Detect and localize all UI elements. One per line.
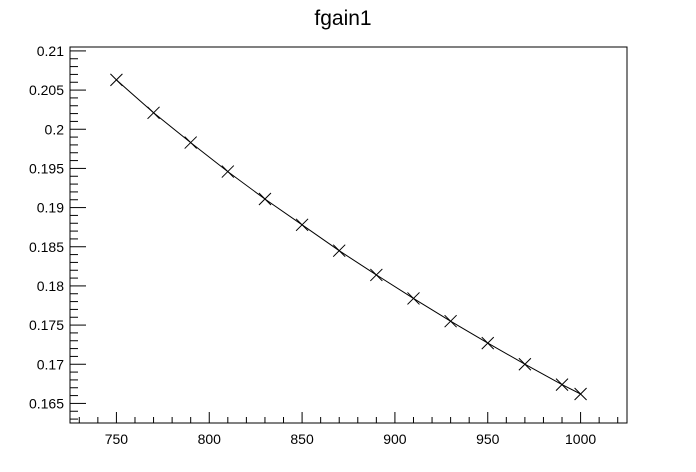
- data-point-marker: [369, 268, 383, 282]
- data-point-marker: [258, 192, 272, 206]
- data-point-marker: [332, 244, 346, 258]
- data-point-marker: [444, 314, 457, 328]
- plot-frame: [69, 46, 628, 424]
- y-tick-label: 0.21: [37, 43, 64, 59]
- data-point-marker: [407, 292, 420, 305]
- y-tick-label: 0.195: [29, 160, 64, 176]
- y-tick-label: 0.19: [37, 200, 64, 216]
- data-point-marker: [574, 387, 587, 401]
- data-point-marker: [221, 165, 235, 178]
- chart-title: fgain1: [314, 7, 371, 30]
- y-tick-label: 0.2: [45, 121, 65, 137]
- y-tick-label: 0.185: [29, 239, 64, 255]
- data-point-marker: [518, 357, 532, 371]
- data-point-marker: [555, 378, 569, 391]
- data-point-marker: [481, 336, 495, 350]
- y-tick-label: 0.17: [37, 356, 64, 372]
- data-point-marker: [295, 218, 309, 232]
- data-point-marker: [184, 136, 198, 149]
- series-line: [116, 79, 581, 395]
- x-tick-label: 950: [476, 431, 500, 447]
- x-tick-label: 800: [198, 431, 222, 447]
- marker-group: [110, 73, 587, 401]
- y-tick-label: 0.175: [29, 317, 64, 333]
- x-axis: 750 800 850 900 950 1000: [78, 412, 619, 447]
- x-tick-label: 750: [105, 431, 129, 447]
- x-tick-label: 900: [383, 431, 407, 447]
- y-tick-label: 0.205: [29, 82, 64, 98]
- x-tick-label: 850: [290, 431, 314, 447]
- y-axis: 0.165 0.17 0.175 0.18 0.185 0.19 0.195 0.2 0.205…: [29, 43, 86, 420]
- data-point-marker: [147, 106, 160, 120]
- y-tick-label: 0.165: [29, 395, 64, 411]
- x-tick-label: 1000: [565, 431, 596, 447]
- series-line-group: [116, 79, 581, 395]
- data-point-marker: [110, 73, 123, 87]
- y-tick-label: 0.18: [37, 278, 64, 294]
